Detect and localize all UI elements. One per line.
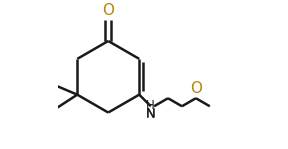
Text: H: H xyxy=(146,99,155,112)
Text: O: O xyxy=(102,3,114,18)
Text: N: N xyxy=(146,108,156,121)
Text: O: O xyxy=(190,82,202,96)
Text: N: N xyxy=(146,107,155,120)
